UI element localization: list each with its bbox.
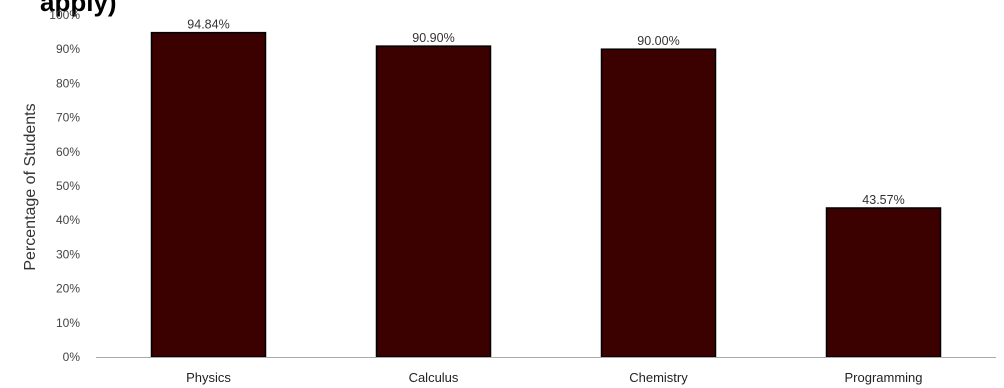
y-tick-label: 30% (56, 247, 80, 261)
x-tick-label-physics: Physics (186, 370, 231, 385)
bar-calculus (375, 45, 492, 358)
y-tick-label: 50% (56, 179, 80, 193)
y-tick-label: 100% (49, 8, 80, 22)
bars-group (150, 31, 942, 358)
data-label-chemistry: 90.00% (637, 34, 679, 48)
y-tick-label: 0% (63, 350, 81, 364)
y-tick-label: 20% (56, 282, 80, 296)
y-tick-label: 10% (56, 316, 80, 330)
x-tick-label-programming: Programming (844, 370, 922, 385)
bar-physics (150, 31, 267, 358)
x-tick-label-calculus: Calculus (409, 370, 459, 385)
y-tick-label: 80% (56, 76, 80, 90)
chart-title: apply) (40, 0, 117, 17)
y-tick-label: 40% (56, 213, 80, 227)
bar-programming (825, 207, 942, 358)
y-tick-label: 70% (56, 111, 80, 125)
data-labels-group: 94.84% 90.90% 90.00% 43.57% (187, 18, 904, 207)
data-label-calculus: 90.90% (412, 31, 454, 45)
data-label-programming: 43.57% (862, 193, 904, 207)
data-label-physics: 94.84% (187, 18, 229, 32)
y-axis-ticks: 0% 10% 20% 30% 40% 50% 60% 70% 80% 90% 100% (49, 8, 80, 364)
y-tick-label: 90% (56, 42, 80, 56)
y-axis-title: Percentage of Students (22, 103, 39, 270)
bar-chemistry (600, 48, 717, 358)
x-axis-labels: Physics Calculus Chemistry Programming (186, 370, 922, 385)
x-tick-label-chemistry: Chemistry (629, 370, 688, 385)
y-tick-label: 60% (56, 145, 80, 159)
